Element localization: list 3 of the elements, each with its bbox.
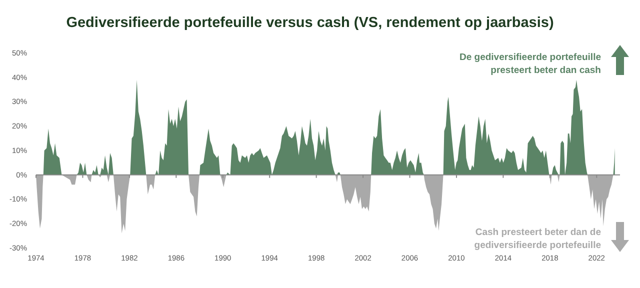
annotation: De gediversifieerde portefeuille presteert beter dan cash (460, 52, 602, 76)
chart-title: Gediversifieerde portefeuille versus cash (VS, rendement op jaarbasis) (66, 15, 554, 31)
annotation: Cash presteert beter dan de gediversifieerde portefeuille (474, 227, 601, 251)
